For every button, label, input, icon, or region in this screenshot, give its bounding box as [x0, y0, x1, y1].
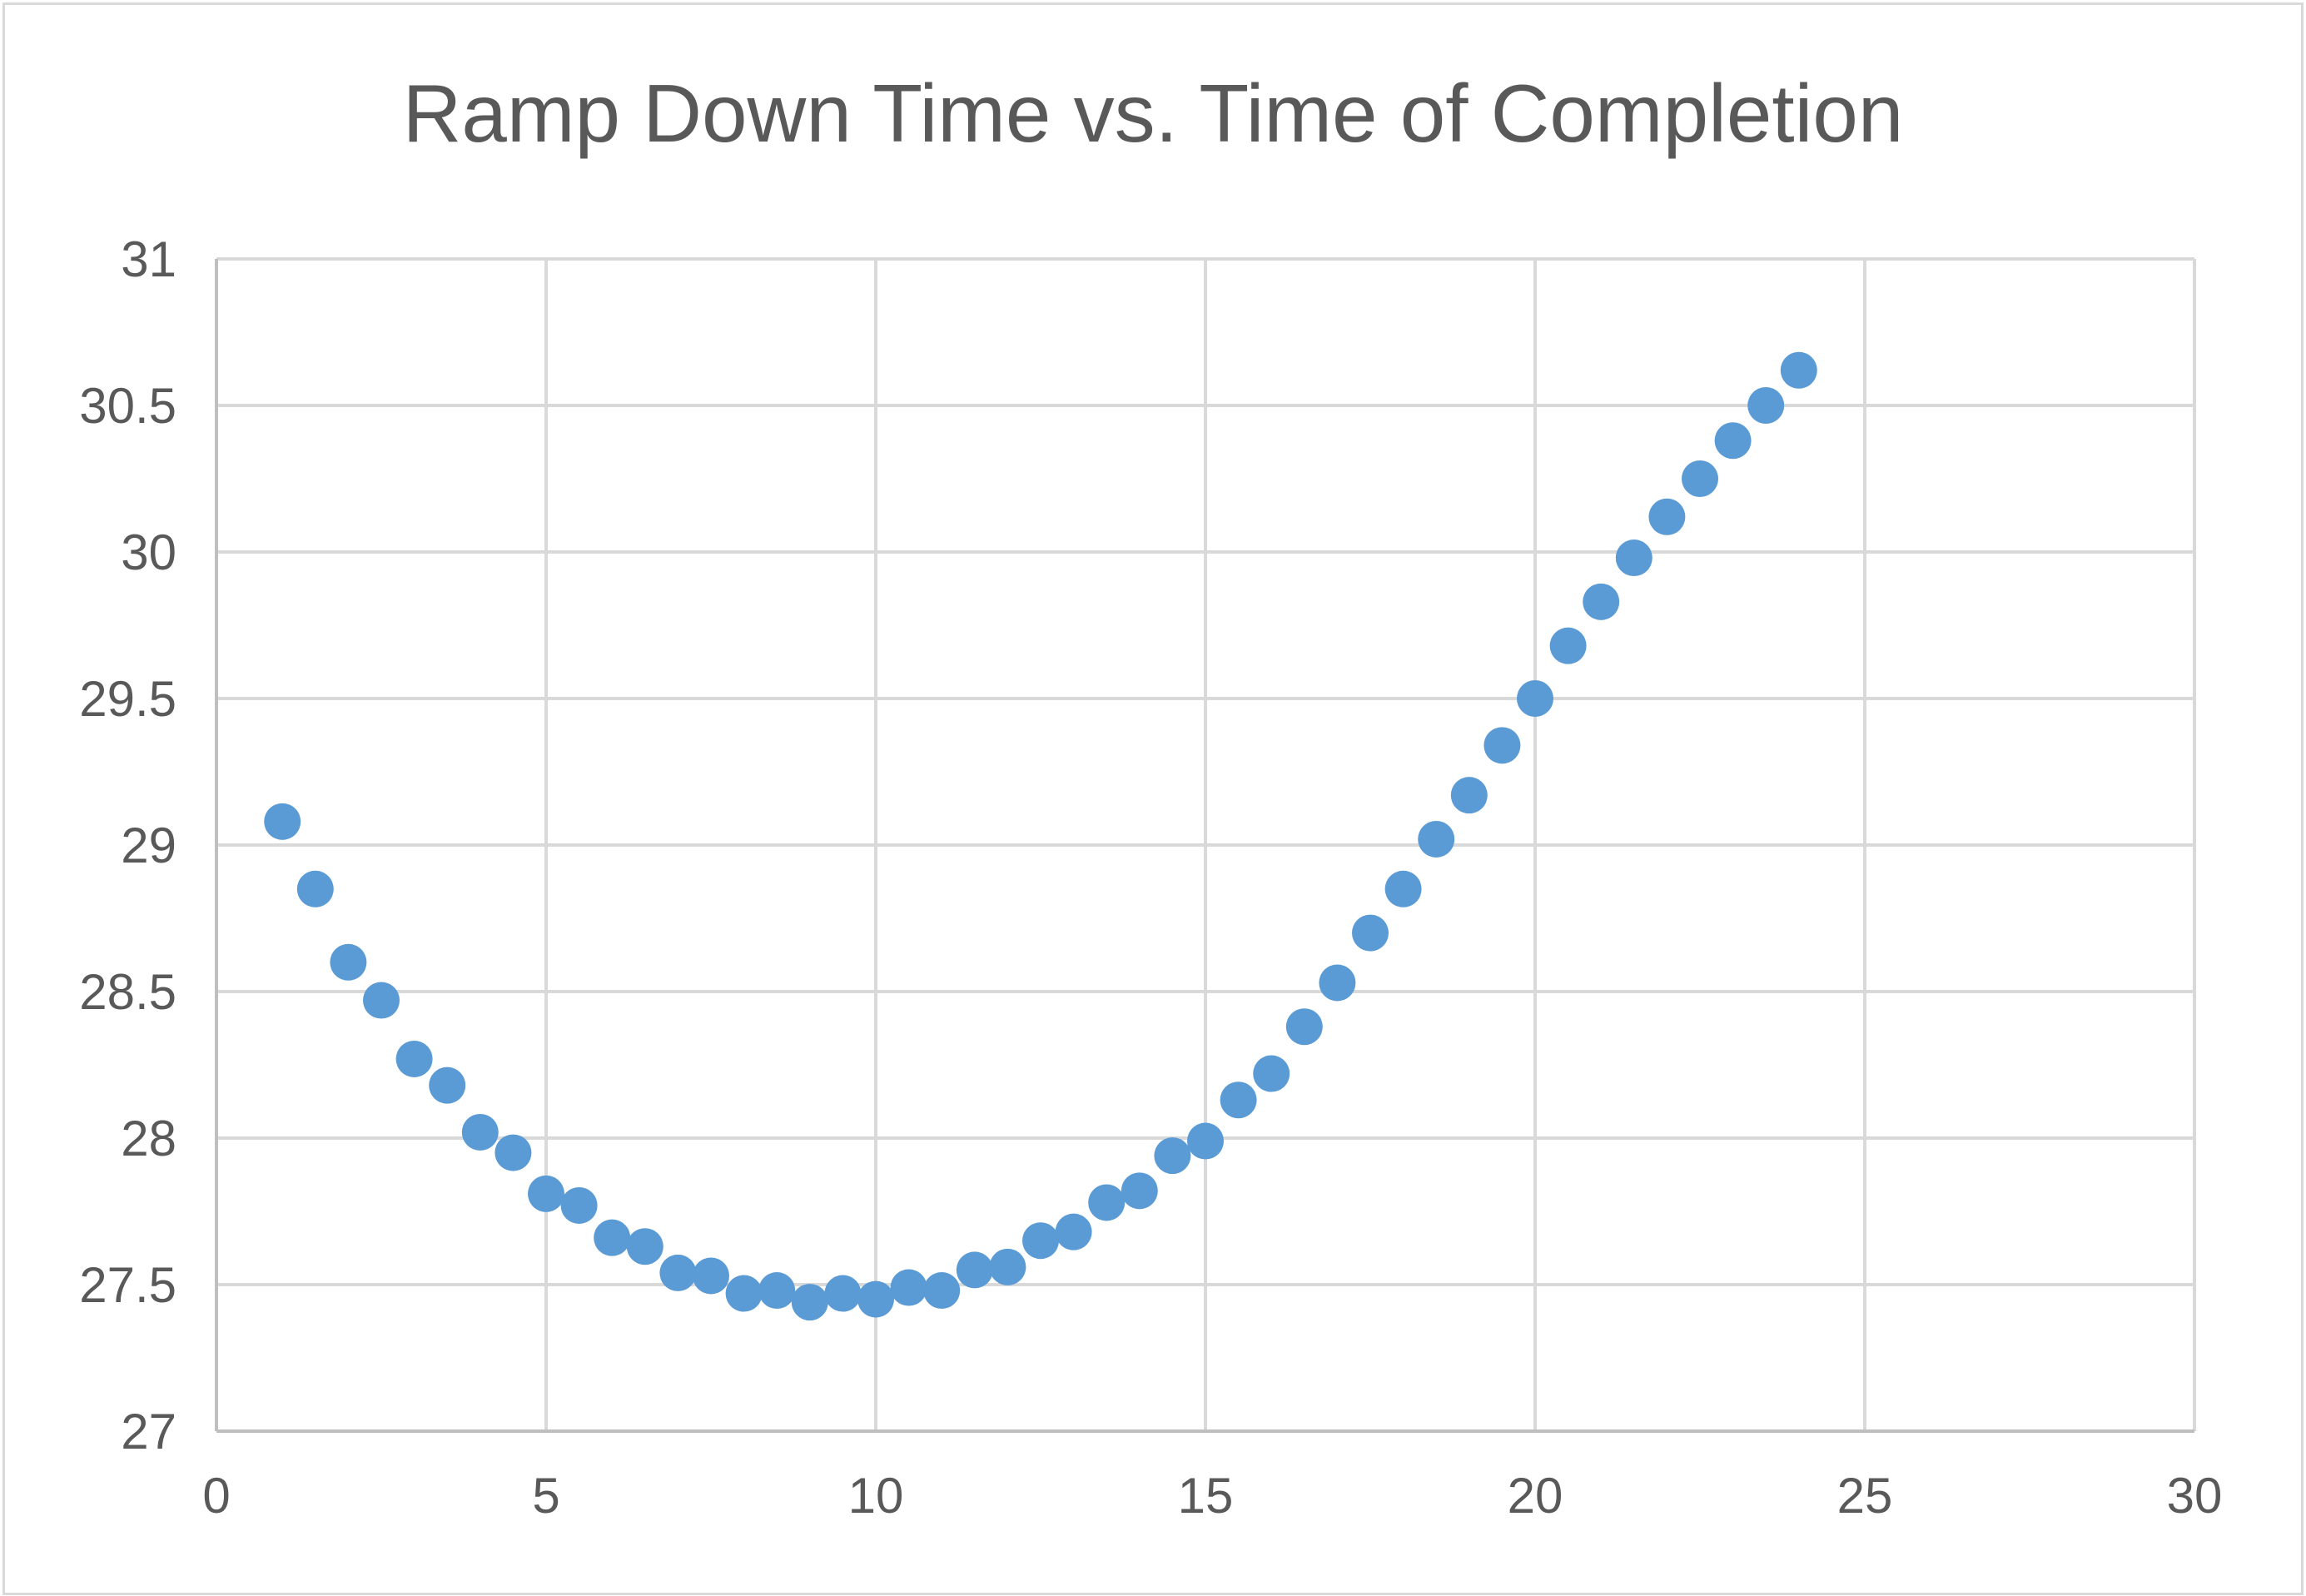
data-point — [494, 1134, 532, 1171]
y-tick-label: 30 — [121, 525, 176, 580]
data-point — [363, 982, 400, 1019]
data-point — [1055, 1213, 1092, 1250]
x-axis-tick-labels: 0 5 10 15 20 25 30 — [202, 1468, 2222, 1524]
data-point — [560, 1186, 598, 1224]
data-point — [1682, 460, 1718, 497]
data-point — [1022, 1222, 1059, 1260]
y-tick-label: 27 — [121, 1404, 176, 1459]
data-point — [1780, 351, 1817, 389]
data-point — [956, 1251, 993, 1289]
data-point — [1418, 820, 1455, 858]
y-tick-label: 28.5 — [79, 964, 176, 1020]
axes — [215, 259, 2194, 1433]
y-tick-label: 31 — [121, 231, 176, 287]
data-point — [626, 1228, 663, 1265]
x-tick-label: 5 — [532, 1468, 559, 1524]
data-point — [1517, 680, 1553, 717]
data-point — [1187, 1122, 1224, 1160]
data-point — [659, 1254, 697, 1291]
data-point — [791, 1284, 828, 1321]
data-point — [528, 1175, 564, 1212]
data-point — [1450, 777, 1488, 814]
data-point — [824, 1275, 862, 1312]
y-tick-label: 27.5 — [79, 1257, 176, 1313]
x-tick-label: 25 — [1837, 1468, 1893, 1524]
data-point — [725, 1275, 763, 1312]
data-point — [1154, 1137, 1191, 1175]
x-tick-label: 15 — [1178, 1468, 1234, 1524]
data-point — [1319, 964, 1356, 1002]
data-point — [296, 870, 334, 907]
data-point — [264, 803, 301, 840]
data-point — [989, 1248, 1026, 1285]
y-tick-label: 29 — [121, 818, 176, 873]
y-tick-label: 30.5 — [79, 378, 176, 434]
data-point — [1121, 1172, 1158, 1210]
data-point — [1648, 498, 1686, 535]
data-point — [1384, 870, 1422, 907]
x-tick-label: 10 — [848, 1468, 904, 1524]
data-point — [594, 1219, 631, 1256]
x-tick-label: 0 — [202, 1468, 230, 1524]
data-point — [429, 1066, 466, 1104]
chart-title: Ramp Down Time vs. Time of Completion — [402, 67, 1904, 159]
data-point — [1088, 1184, 1126, 1221]
data-point — [1583, 583, 1620, 620]
gridlines — [215, 257, 2196, 1433]
data-point — [1549, 627, 1587, 664]
data-point — [857, 1280, 894, 1318]
y-axis-tick-labels: 27 27.5 28 28.5 29 29.5 30 30.5 31 — [79, 231, 176, 1459]
x-tick-label: 20 — [1508, 1468, 1563, 1524]
data-point — [1615, 539, 1652, 577]
data-point — [890, 1269, 927, 1306]
data-point — [1285, 1008, 1323, 1046]
data-point — [1253, 1055, 1290, 1092]
data-point — [1220, 1081, 1257, 1119]
data-point — [330, 943, 367, 981]
data-points — [264, 351, 1817, 1321]
data-point — [1747, 387, 1785, 424]
data-point — [1352, 914, 1389, 952]
data-point — [1714, 422, 1752, 460]
data-point — [395, 1040, 433, 1077]
data-point — [758, 1272, 796, 1310]
data-point — [693, 1257, 729, 1295]
y-tick-label: 29.5 — [79, 671, 176, 727]
y-tick-label: 28 — [121, 1111, 176, 1166]
data-point — [1483, 727, 1521, 764]
x-tick-label: 30 — [2167, 1468, 2223, 1524]
data-point — [923, 1272, 961, 1310]
data-point — [461, 1113, 499, 1151]
